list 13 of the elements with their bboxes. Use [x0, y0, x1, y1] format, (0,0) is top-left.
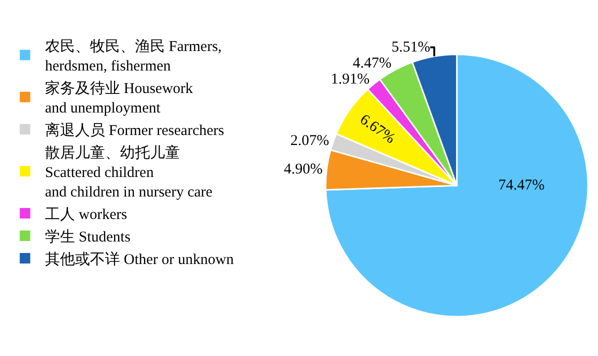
legend-label: 其他或不详 Other or unknown — [45, 251, 234, 268]
legend-label: 农民、牧民、渔民 Farmers, herdsmen, fishermen — [45, 38, 222, 75]
legend-label: 家务及待业 Housework and unemployment — [45, 80, 194, 117]
legend-label: 离退人员 Former researchers — [45, 122, 224, 140]
legend-label: 散居儿童、幼托儿童 Scattered children and children in nursery care — [45, 144, 213, 201]
data-label: 5.51% — [391, 39, 430, 56]
data-label: 4.90% — [284, 162, 323, 178]
legend-label: 学生 Students — [45, 228, 131, 246]
data-label: 4.47% — [352, 55, 392, 72]
data-label: 2.07% — [290, 132, 330, 149]
data-label: 74.47% — [498, 178, 545, 194]
legend-label: 工人 workers — [45, 207, 128, 224]
data-label: 1.91% — [330, 71, 370, 88]
